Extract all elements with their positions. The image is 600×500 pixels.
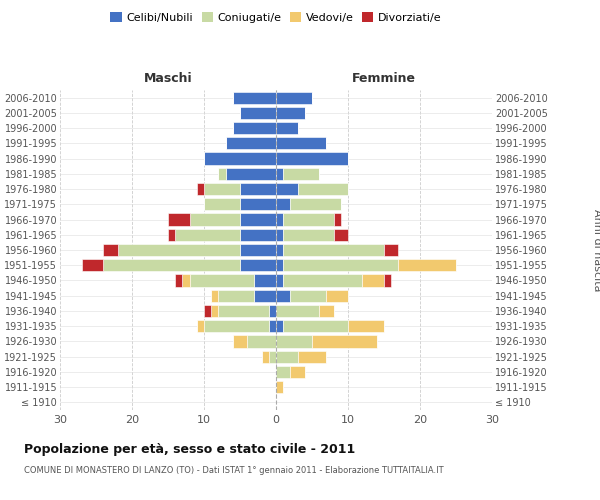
Bar [269, 305, 276, 317]
Bar [240, 107, 276, 119]
Bar [175, 274, 182, 286]
Bar [276, 320, 283, 332]
Bar [326, 290, 348, 302]
Bar [319, 305, 334, 317]
Bar [290, 366, 305, 378]
Bar [276, 228, 283, 241]
Bar [218, 290, 254, 302]
Bar [276, 107, 305, 119]
Text: Anni di nascita: Anni di nascita [592, 209, 600, 291]
Bar [276, 366, 290, 378]
Bar [197, 320, 204, 332]
Bar [240, 259, 276, 272]
Bar [290, 290, 326, 302]
Bar [276, 274, 283, 286]
Bar [290, 198, 341, 210]
Bar [276, 350, 298, 363]
Bar [276, 259, 283, 272]
Bar [103, 259, 240, 272]
Bar [362, 274, 384, 286]
Bar [334, 228, 348, 241]
Bar [276, 214, 283, 226]
Bar [240, 244, 276, 256]
Bar [276, 183, 298, 195]
Legend: Celibi/Nubili, Coniugati/e, Vedovi/e, Divorziati/e: Celibi/Nubili, Coniugati/e, Vedovi/e, Di… [106, 8, 446, 28]
Text: COMUNE DI MONASTERO DI LANZO (TO) - Dati ISTAT 1° gennaio 2011 - Elaborazione TU: COMUNE DI MONASTERO DI LANZO (TO) - Dati… [24, 466, 443, 475]
Bar [211, 290, 218, 302]
Bar [182, 274, 190, 286]
Bar [276, 381, 283, 393]
Bar [283, 214, 334, 226]
Text: Popolazione per età, sesso e stato civile - 2011: Popolazione per età, sesso e stato civil… [24, 442, 355, 456]
Bar [240, 198, 276, 210]
Bar [384, 274, 391, 286]
Bar [312, 336, 377, 347]
Bar [197, 183, 204, 195]
Bar [283, 274, 362, 286]
Bar [233, 122, 276, 134]
Bar [226, 168, 276, 180]
Bar [276, 198, 290, 210]
Bar [247, 336, 276, 347]
Bar [298, 183, 348, 195]
Bar [398, 259, 456, 272]
Bar [226, 137, 276, 149]
Bar [204, 198, 240, 210]
Bar [204, 183, 240, 195]
Bar [204, 320, 269, 332]
Bar [168, 228, 175, 241]
Bar [298, 350, 326, 363]
Bar [240, 214, 276, 226]
Bar [348, 320, 384, 332]
Bar [118, 244, 240, 256]
Bar [276, 305, 319, 317]
Bar [218, 168, 226, 180]
Bar [276, 290, 290, 302]
Text: Femmine: Femmine [352, 72, 416, 85]
Bar [276, 92, 312, 104]
Bar [276, 122, 298, 134]
Bar [103, 244, 118, 256]
Bar [269, 350, 276, 363]
Bar [240, 183, 276, 195]
Bar [283, 259, 398, 272]
Bar [384, 244, 398, 256]
Bar [175, 228, 240, 241]
Text: Maschi: Maschi [143, 72, 193, 85]
Bar [283, 244, 384, 256]
Bar [190, 214, 240, 226]
Bar [233, 92, 276, 104]
Bar [276, 244, 283, 256]
Bar [276, 336, 312, 347]
Bar [233, 336, 247, 347]
Bar [204, 305, 211, 317]
Bar [190, 274, 254, 286]
Bar [276, 137, 326, 149]
Bar [269, 320, 276, 332]
Bar [276, 168, 283, 180]
Bar [254, 274, 276, 286]
Bar [283, 320, 348, 332]
Bar [334, 214, 341, 226]
Bar [276, 152, 348, 164]
Bar [283, 228, 334, 241]
Bar [240, 228, 276, 241]
Bar [204, 152, 276, 164]
Bar [211, 305, 218, 317]
Bar [82, 259, 103, 272]
Bar [218, 305, 269, 317]
Bar [283, 168, 319, 180]
Bar [168, 214, 190, 226]
Bar [254, 290, 276, 302]
Bar [262, 350, 269, 363]
